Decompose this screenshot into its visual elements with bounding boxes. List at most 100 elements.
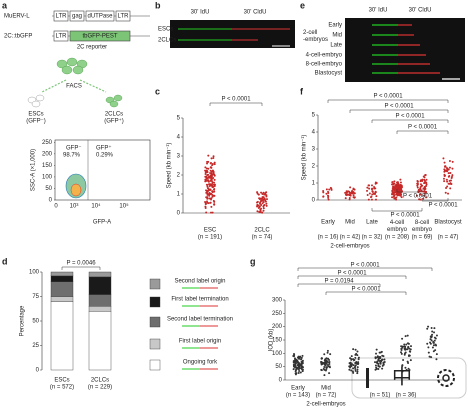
label: 2-cell-embryos	[306, 402, 345, 408]
dot	[265, 191, 268, 194]
x-tick-label: 10⁵	[119, 203, 129, 210]
dot	[212, 155, 215, 158]
panel-letter: b	[155, 0, 161, 10]
dot	[432, 344, 435, 347]
dot	[320, 363, 323, 366]
dot	[407, 346, 410, 349]
dot	[326, 349, 329, 352]
legend-swatch	[149, 296, 161, 308]
label: Blastocyst	[315, 71, 343, 77]
label: P = 0.0046	[66, 261, 96, 267]
y-tick-label: 0	[312, 198, 316, 204]
dot	[444, 191, 447, 194]
dot	[403, 353, 406, 356]
label: (n = 208)	[385, 235, 409, 241]
fiber-image	[345, 18, 465, 82]
y-tick-label: 50	[275, 364, 282, 370]
settings-icon[interactable]	[442, 374, 450, 382]
dot	[401, 364, 404, 367]
dot	[293, 363, 296, 366]
y-tick-label: 4	[312, 130, 316, 136]
dot	[449, 171, 452, 174]
y-tick-label: 3	[177, 154, 181, 160]
dot	[205, 200, 208, 203]
dot	[328, 363, 331, 366]
dot	[379, 351, 382, 354]
dot	[443, 161, 446, 164]
label: 2CLCs	[105, 112, 123, 118]
dot	[393, 194, 396, 197]
label: GFP⁻	[66, 146, 82, 152]
dot	[210, 205, 213, 208]
dot	[348, 196, 351, 199]
label: (n = 47)	[438, 235, 459, 241]
ime-cursor-icon[interactable]	[366, 368, 369, 388]
dot	[401, 370, 404, 373]
legend-label: Second label origin	[174, 279, 225, 285]
dot	[354, 356, 357, 359]
bracket	[325, 291, 407, 295]
dot	[444, 165, 447, 168]
dot	[409, 359, 412, 362]
label: 2-cell-embryos	[330, 244, 369, 250]
dot	[262, 196, 265, 199]
label: 30' CldU	[244, 10, 267, 16]
y-tick-label: 100	[29, 270, 40, 276]
panel-letter: g	[250, 256, 256, 266]
dot	[350, 355, 353, 358]
dot	[421, 179, 424, 182]
dot	[447, 182, 450, 185]
dot	[393, 191, 396, 194]
dot	[204, 180, 207, 183]
dot	[393, 197, 396, 200]
dot	[210, 177, 213, 180]
dot	[367, 198, 370, 201]
bracket	[349, 109, 449, 113]
dot	[329, 353, 332, 356]
dot	[352, 192, 355, 195]
dot	[353, 192, 356, 195]
dot	[425, 185, 428, 188]
panel-letter: e	[300, 0, 305, 10]
label: ESCs	[158, 27, 173, 33]
dot	[416, 194, 419, 197]
dot	[375, 366, 378, 369]
y-tick-label: 5	[312, 113, 316, 119]
dot	[400, 193, 403, 196]
bar-segment	[88, 294, 112, 307]
dot	[324, 359, 327, 362]
dot	[375, 348, 378, 351]
label: P < 0.0001	[428, 203, 458, 209]
dot	[350, 369, 353, 372]
dot	[404, 347, 407, 350]
bar-segment	[50, 271, 74, 277]
dot	[392, 193, 395, 196]
dot	[391, 187, 394, 190]
dot	[300, 356, 303, 359]
dot	[349, 191, 352, 194]
label: LTR	[118, 14, 130, 20]
dot	[394, 187, 397, 190]
dot	[204, 169, 207, 172]
bracket	[396, 130, 449, 134]
dot	[209, 169, 212, 172]
dot	[320, 368, 323, 371]
ime-toolbar[interactable]	[351, 357, 467, 399]
dot	[402, 359, 405, 362]
x-tick-label: Mid	[321, 386, 331, 392]
dot	[325, 192, 328, 195]
y-axis-label: SSC-A (×1,000)	[31, 149, 37, 191]
settings-icon[interactable]	[437, 369, 455, 387]
dot	[292, 361, 295, 364]
dot	[205, 211, 208, 214]
label: 30' CldU	[409, 8, 432, 14]
dot	[346, 193, 349, 196]
dot	[210, 179, 213, 182]
x-tick-label: 2CLC	[254, 228, 270, 234]
dot	[451, 160, 454, 163]
dot	[380, 359, 383, 362]
dot	[405, 368, 408, 371]
dot	[403, 352, 406, 355]
dot	[398, 187, 401, 190]
bar-segment	[88, 306, 112, 312]
